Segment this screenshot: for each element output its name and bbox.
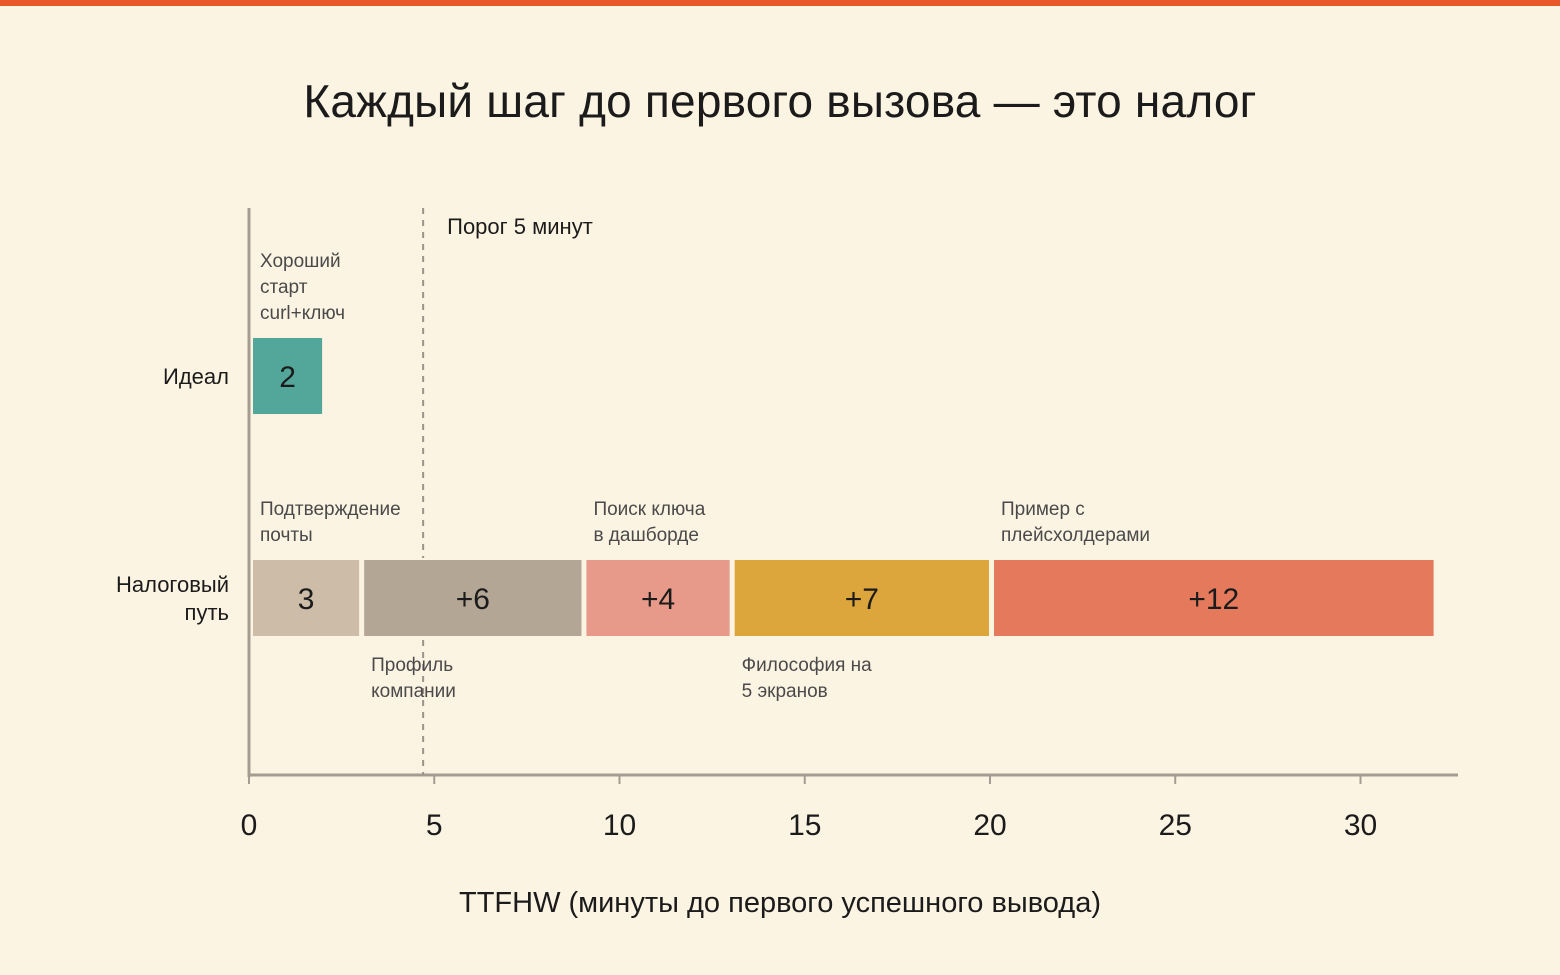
threshold-label: Порог 5 минут xyxy=(447,214,593,239)
bar-segment xyxy=(732,558,992,638)
bar-segment xyxy=(584,558,732,638)
bar-segment xyxy=(362,558,584,638)
x-tick-label: 10 xyxy=(603,809,636,842)
segment-annotation: старт xyxy=(260,277,308,298)
bar-value-label: 3 xyxy=(298,583,315,616)
row-label: путь xyxy=(185,600,229,625)
row-label: Идеал xyxy=(163,364,229,389)
x-tick-label: 30 xyxy=(1344,809,1377,842)
bar-value-label: +6 xyxy=(456,583,490,616)
x-axis-label: TTFHW (минуты до первого успешного вывод… xyxy=(459,887,1101,919)
segment-annotation: плейсхолдерами xyxy=(1001,525,1150,546)
segment-annotation: Профиль xyxy=(371,655,453,676)
chart-title: Каждый шаг до первого вызова — это налог xyxy=(303,75,1257,127)
segment-annotation: Философия на xyxy=(742,655,873,676)
bar-value-label: +12 xyxy=(1188,583,1239,616)
bar-value-label: 2 xyxy=(279,361,296,394)
segment-annotation: Хороший xyxy=(260,251,341,272)
segment-annotation: curl+ключ xyxy=(260,303,345,324)
segment-annotation: почты xyxy=(260,525,313,546)
segment-annotation: Подтверждение xyxy=(260,499,401,520)
x-tick-label: 0 xyxy=(241,809,258,842)
segment-annotation: 5 экранов xyxy=(742,681,828,702)
row-label: Налоговый xyxy=(116,572,229,597)
segment-annotation: Поиск ключа xyxy=(593,499,705,520)
bar-value-label: +7 xyxy=(845,583,879,616)
segment-annotation: Пример с xyxy=(1001,499,1085,520)
segment-annotation: компании xyxy=(371,681,456,702)
accent-top-bar xyxy=(0,0,1560,6)
x-tick-label: 20 xyxy=(973,809,1006,842)
bar-value-label: +4 xyxy=(641,583,675,616)
x-tick-label: 5 xyxy=(426,809,443,842)
x-tick-label: 15 xyxy=(788,809,821,842)
bar-segment xyxy=(251,336,325,416)
bar-segment xyxy=(251,558,362,638)
segment-annotation: в дашборде xyxy=(593,525,699,546)
x-tick-label: 25 xyxy=(1159,809,1192,842)
bar-segment xyxy=(992,558,1436,638)
